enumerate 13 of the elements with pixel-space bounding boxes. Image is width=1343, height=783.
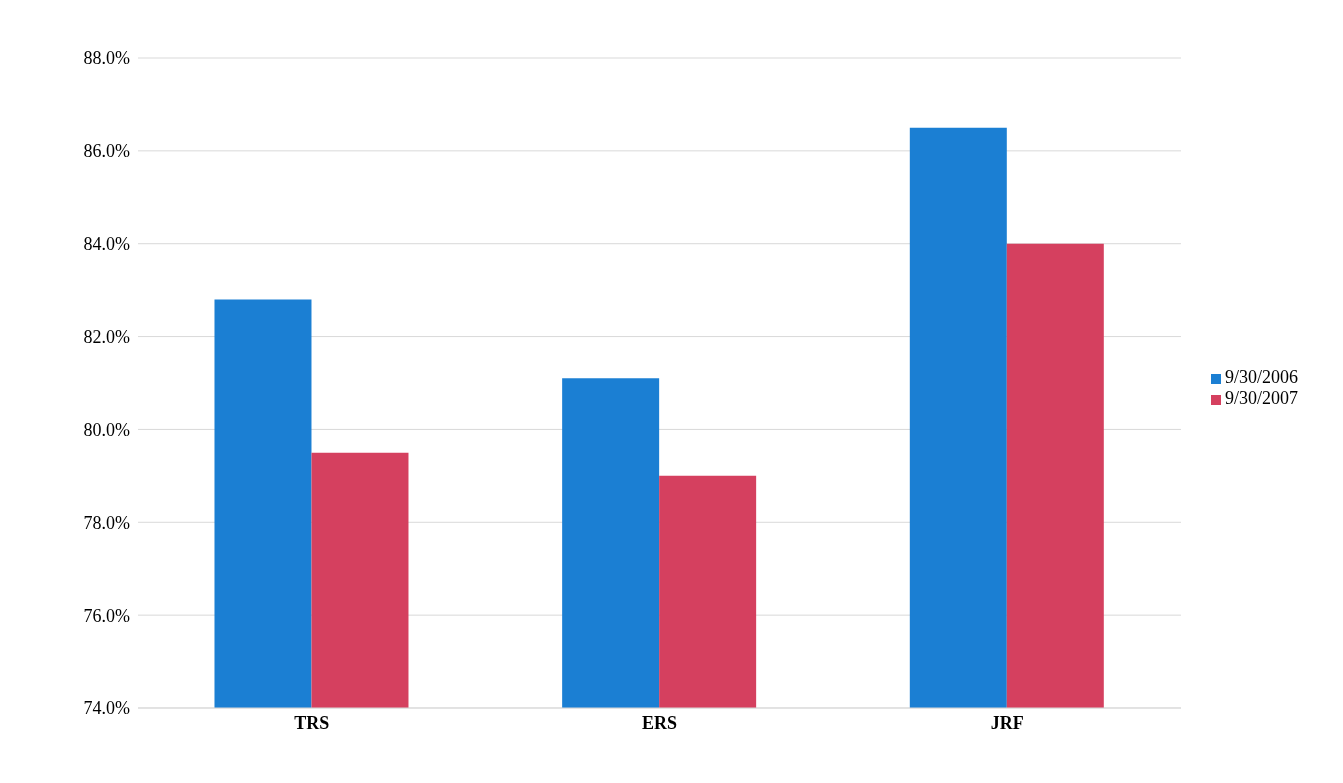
x-tick-label: JRF [990, 712, 1024, 733]
y-tick-label: 76.0% [83, 605, 130, 626]
y-tick-label: 88.0% [83, 48, 130, 69]
y-tick-label: 82.0% [83, 326, 130, 347]
x-tick-label: TRS [294, 712, 330, 733]
legend-label: 9/30/2006 [1224, 367, 1298, 387]
y-tick-label: 80.0% [83, 419, 130, 440]
legend-label: 9/30/2007 [1224, 388, 1298, 408]
y-tick-label: 86.0% [83, 141, 130, 162]
y-tick-label: 84.0% [83, 234, 130, 255]
y-tick-label: 78.0% [83, 512, 130, 533]
y-tick-label: 74.0% [83, 698, 130, 719]
x-tick-label: ERS [641, 712, 677, 733]
